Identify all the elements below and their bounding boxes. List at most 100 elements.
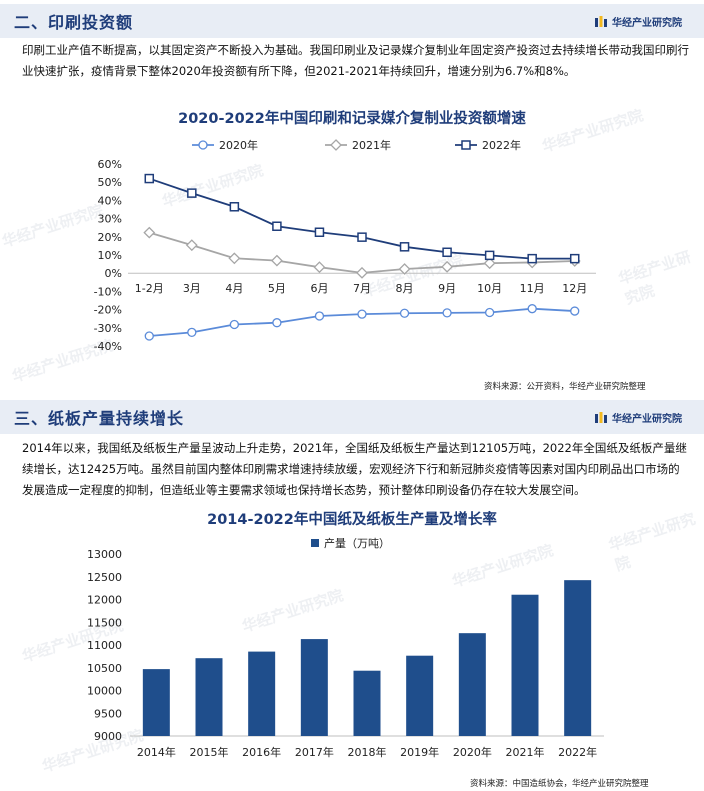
legend-label: 2022年 — [482, 138, 521, 152]
data-point — [270, 254, 283, 267]
data-point — [399, 242, 410, 252]
y-tick-label: 12500 — [87, 571, 122, 584]
data-point — [330, 139, 342, 151]
legend-label: 2020年 — [219, 138, 258, 152]
data-point — [442, 247, 452, 258]
bar — [142, 669, 170, 736]
bar — [406, 655, 434, 736]
bar — [248, 651, 276, 736]
data-point — [484, 250, 495, 261]
data-point — [483, 257, 496, 270]
x-tick-label: 11月 — [520, 282, 545, 295]
y-tick-label: 13000 — [87, 548, 122, 561]
data-point — [357, 232, 367, 242]
x-tick-label: 7月 — [353, 282, 371, 295]
y-tick-label: 9000 — [94, 730, 122, 743]
x-tick-label: 10月 — [477, 282, 502, 295]
x-tick-label: 3月 — [183, 282, 201, 295]
y-tick-label: 10000 — [87, 685, 122, 698]
data-point — [314, 227, 325, 237]
data-point — [144, 173, 155, 184]
data-point — [441, 260, 454, 273]
x-tick-label: 8月 — [396, 282, 414, 295]
bar — [300, 639, 328, 736]
data-point — [272, 318, 282, 328]
data-point — [484, 307, 495, 318]
section-header: 二、印刷投资额 华经产业研究院 — [0, 4, 704, 38]
bar-chart: 产量（万吨） 13000 12500 12000 11500 11000 10500 100… — [87, 536, 604, 759]
y-tick-label: 20% — [98, 231, 122, 244]
x-tick-label: 2018年 — [348, 745, 387, 759]
data-point — [442, 308, 452, 318]
data-point — [185, 239, 198, 252]
x-tick-label: 2015年 — [190, 745, 229, 759]
brand-icon — [595, 15, 607, 27]
section-title: 三、纸板产量持续增长 — [14, 409, 185, 428]
y-tick-label: 11500 — [87, 616, 122, 629]
brand-logo: 华经产业研究院 — [595, 14, 682, 29]
y-tick-label: 0% — [105, 267, 122, 280]
x-tick-label: 6月 — [310, 282, 328, 295]
bar — [458, 633, 486, 736]
x-tick-label: 2014年 — [137, 745, 176, 759]
data-point — [314, 311, 325, 321]
x-tick-label: 2019年 — [400, 745, 439, 759]
section-paragraph: 印刷工业产值不断提高，以其固定资产不断投入为基础。我国印刷业及记录媒介复制业年固… — [22, 43, 689, 78]
source-note: 资料来源：公开资料，华经产业研究院整理 — [484, 382, 646, 392]
data-point — [143, 226, 156, 239]
data-point — [229, 319, 240, 330]
bar — [353, 670, 381, 736]
line-chart: 2020年 2021年 2022年 60% 50% 40% 30% 20% 10% 0% -10%… — [94, 138, 596, 353]
x-tick-label: 2020年 — [453, 745, 492, 759]
data-point — [570, 306, 580, 316]
y-tick-label: 60% — [98, 158, 122, 171]
legend-label: 2021年 — [352, 138, 391, 152]
data-point — [527, 253, 537, 264]
data-point — [144, 331, 154, 341]
data-point — [272, 221, 282, 231]
data-point — [198, 140, 208, 150]
x-tick-label: 12月 — [562, 282, 587, 295]
legend-swatch — [311, 539, 319, 547]
data-point — [461, 140, 471, 150]
data-point — [398, 263, 411, 275]
y-tick-label: -40% — [94, 340, 122, 353]
brand-logo: 华经产业研究院 — [595, 410, 682, 425]
y-tick-label: 12000 — [87, 594, 122, 607]
section-paragraph: 2014年以来，我国纸及纸板生产量呈波动上升走势，2021年，全国纸及纸板生产量… — [22, 441, 687, 497]
section-title: 二、印刷投资额 — [14, 13, 134, 32]
data-point — [187, 188, 197, 198]
y-tick-label: -10% — [94, 285, 122, 298]
data-point — [569, 253, 580, 264]
data-point — [313, 261, 326, 274]
data-point — [527, 304, 537, 314]
y-tick-label: 10500 — [87, 662, 122, 675]
y-tick-label: 50% — [98, 176, 122, 189]
data-point — [187, 327, 197, 338]
brand-name: 华经产业研究院 — [612, 414, 682, 425]
y-tick-label: 40% — [98, 194, 122, 207]
x-tick-label: 1-2月 — [135, 282, 164, 295]
chart-title: 2014-2022年中国纸及纸板生产量及增长率 — [207, 512, 497, 528]
bar — [195, 658, 223, 736]
data-point — [228, 252, 241, 265]
y-tick-label: 9500 — [94, 707, 122, 720]
x-tick-label: 2021年 — [506, 745, 545, 759]
y-tick-label: -30% — [94, 322, 122, 335]
data-point — [356, 266, 368, 279]
data-point — [229, 202, 240, 212]
chart-title: 2020-2022年中国印刷和记录媒介复制业投资额增速 — [178, 111, 526, 127]
data-point — [399, 308, 410, 318]
x-tick-label: 4月 — [225, 282, 243, 295]
y-tick-label: 10% — [98, 249, 122, 262]
x-tick-label: 5月 — [268, 282, 286, 295]
data-point — [357, 309, 367, 319]
source-note: 资料来源：中国造纸协会，华经产业研究院整理 — [470, 779, 649, 789]
bar — [564, 580, 592, 736]
x-tick-label: 2016年 — [242, 745, 281, 759]
section-header: 三、纸板产量持续增长 华经产业研究院 — [0, 400, 704, 434]
y-tick-label: -20% — [94, 304, 122, 317]
brand-name: 华经产业研究院 — [612, 18, 682, 29]
brand-icon — [595, 411, 607, 423]
y-tick-label: 11000 — [87, 639, 122, 652]
